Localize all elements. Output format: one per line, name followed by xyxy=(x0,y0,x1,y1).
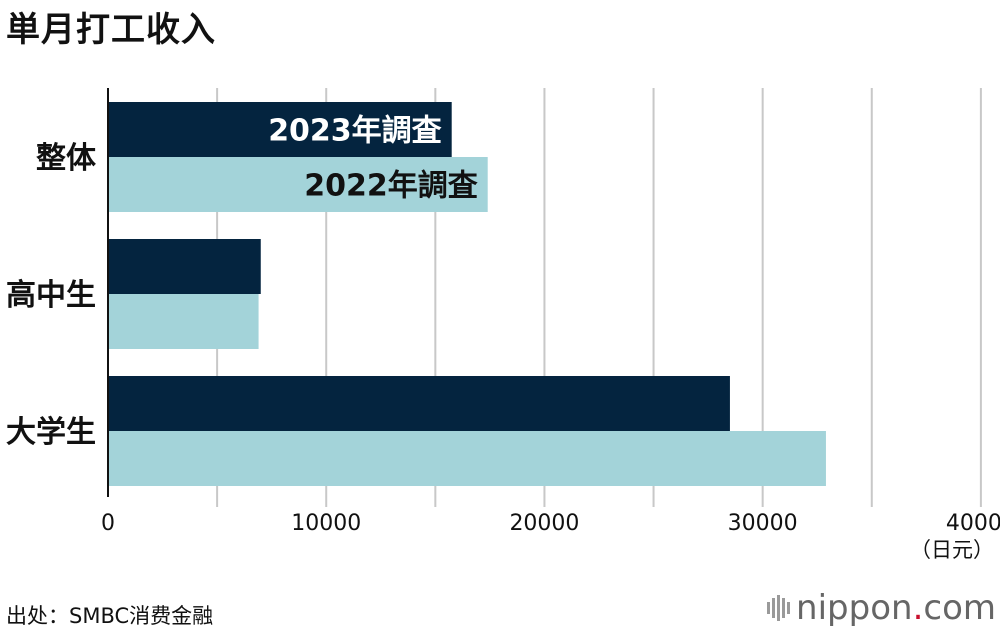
bars: 2023年調査 2022年調査 xyxy=(108,102,826,486)
logo-name: nippon xyxy=(796,588,913,628)
tick-label: 20000 xyxy=(509,511,579,536)
category-label: 大学生 xyxy=(6,415,96,450)
bar xyxy=(108,157,488,212)
logo-bars-icon xyxy=(767,595,791,621)
bar xyxy=(108,294,259,349)
x-tick-labels: 0 10000 20000 30000 40000 xyxy=(101,511,1000,536)
unit-label: （日元） xyxy=(910,538,994,562)
source-note: 出处：SMBC消费金融 xyxy=(6,604,214,628)
bar xyxy=(108,102,452,157)
nippon-logo: nippon.com xyxy=(767,588,996,628)
category-label: 高中生 xyxy=(6,278,96,313)
axes xyxy=(107,88,982,507)
series-label: 2022年調査 xyxy=(304,169,478,204)
series-label: 2023年調査 xyxy=(268,114,442,149)
category-label: 整体 xyxy=(36,141,97,176)
tick-label: 10000 xyxy=(291,511,361,536)
tick-label: 30000 xyxy=(728,511,798,536)
logo-tld: com xyxy=(923,588,996,628)
bar xyxy=(108,239,261,294)
bar xyxy=(108,431,826,486)
bar xyxy=(108,376,730,431)
logo-dot: . xyxy=(912,588,924,628)
chart-title: 単月打工收入 xyxy=(6,10,216,50)
tick-label: 40000 xyxy=(946,511,1000,536)
tick-label: 0 xyxy=(101,511,115,536)
